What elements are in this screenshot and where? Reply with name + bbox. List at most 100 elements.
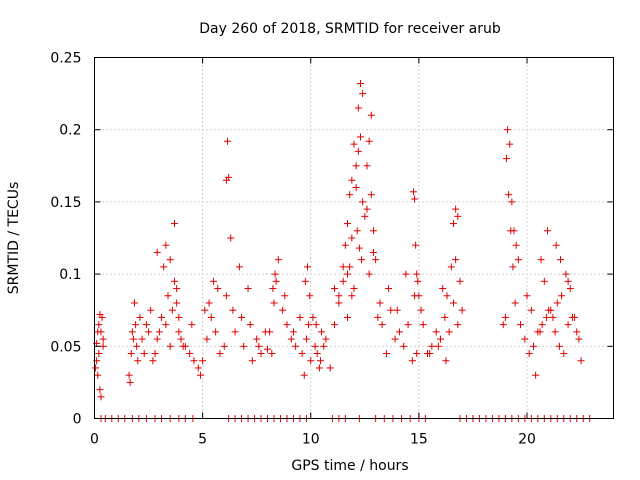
data-point (507, 227, 515, 235)
data-point (153, 335, 161, 343)
data-point (348, 234, 356, 242)
data-point (354, 147, 362, 155)
data-point (353, 227, 361, 235)
y-tick-label: 0 (73, 412, 82, 428)
data-point (190, 357, 198, 365)
data-point (207, 313, 215, 321)
y-axis-label: SRMTID / TECUs (6, 182, 22, 295)
data-point (127, 350, 135, 358)
data-point (411, 195, 419, 203)
data-point (505, 191, 513, 199)
data-point (415, 292, 423, 300)
data-point (369, 227, 377, 235)
data-point (511, 299, 519, 307)
data-point (553, 299, 561, 307)
data-point (281, 292, 289, 300)
x-tick-label: 20 (518, 432, 536, 448)
data-point (287, 335, 295, 343)
data-point (395, 328, 403, 336)
data-point (350, 140, 358, 148)
data-point (283, 321, 291, 329)
data-point (331, 321, 339, 329)
data-point (558, 292, 566, 300)
data-point (525, 350, 533, 358)
data-point (307, 357, 315, 365)
data-point (231, 328, 239, 336)
data-point (393, 306, 401, 314)
data-point (346, 191, 354, 199)
data-point (235, 263, 243, 271)
data-point (181, 342, 189, 350)
x-tick-label: 15 (410, 432, 428, 448)
chart-title: Day 260 of 2018, SRMTID for receiver aru… (199, 21, 501, 37)
data-point (445, 328, 453, 336)
data-point (136, 313, 144, 321)
data-point (257, 350, 265, 358)
data-point (391, 335, 399, 343)
data-point (404, 321, 412, 329)
data-point (175, 328, 183, 336)
data-point (149, 357, 157, 365)
data-point (378, 321, 386, 329)
data-point (372, 256, 380, 264)
data-point (352, 162, 360, 170)
data-point (270, 299, 278, 307)
data-point (344, 220, 352, 228)
data-point (238, 313, 246, 321)
data-point (542, 313, 550, 321)
data-point (544, 227, 552, 235)
data-point (171, 277, 179, 285)
data-point (573, 328, 581, 336)
data-point (96, 311, 104, 319)
data-point (504, 126, 512, 134)
data-point (575, 335, 583, 343)
data-point (160, 263, 168, 271)
data-point (269, 285, 277, 293)
data-point (449, 220, 457, 228)
data-point (320, 342, 328, 350)
data-point (452, 205, 460, 213)
y-tick-label: 0.05 (50, 339, 81, 355)
data-point (92, 364, 100, 372)
data-point (309, 313, 317, 321)
data-point (196, 371, 204, 379)
data-point (339, 263, 347, 271)
data-point (147, 306, 155, 314)
data-point (365, 270, 373, 278)
data-point (454, 321, 462, 329)
data-point (564, 277, 572, 285)
data-point (175, 313, 183, 321)
data-point (532, 371, 540, 379)
data-point (212, 328, 220, 336)
data-point (95, 350, 103, 358)
data-point (552, 241, 560, 249)
data-point (140, 350, 148, 358)
data-point (166, 256, 174, 264)
data-points (92, 79, 594, 422)
data-point (155, 328, 163, 336)
data-point (413, 350, 421, 358)
data-point (571, 313, 579, 321)
data-point (326, 364, 334, 372)
data-point (549, 313, 557, 321)
data-point (312, 321, 320, 329)
data-point (227, 234, 235, 242)
x-tick-label: 5 (198, 432, 207, 448)
data-point (264, 345, 271, 353)
data-point (162, 241, 170, 249)
data-point (359, 198, 367, 206)
data-point (358, 256, 366, 264)
data-point (502, 155, 510, 163)
y-tick-label: 0.25 (50, 51, 81, 67)
data-point (506, 140, 514, 148)
data-point (222, 176, 230, 184)
data-point (168, 306, 176, 314)
data-point (186, 350, 194, 358)
data-point (341, 241, 349, 249)
data-point (385, 285, 393, 293)
data-point (413, 270, 421, 278)
data-point (246, 321, 254, 329)
data-point (354, 104, 362, 112)
data-point (339, 277, 347, 285)
